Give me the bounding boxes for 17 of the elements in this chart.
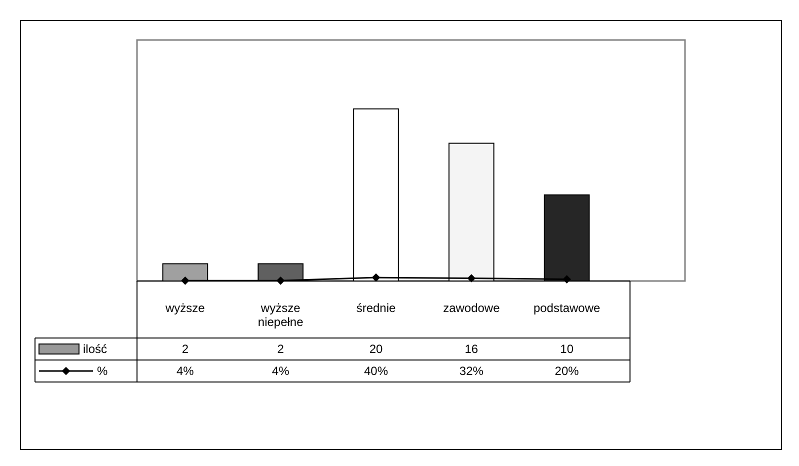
x-tick-label: wyższe	[164, 301, 206, 315]
x-tick-label: podstawowe	[533, 301, 600, 315]
data-label: 2	[277, 342, 284, 356]
data-label: 40%	[364, 364, 388, 378]
legend-label: %	[97, 364, 108, 378]
x-tick-label: średnie	[356, 301, 396, 315]
data-label: 2	[182, 342, 189, 356]
data-label: 32%	[459, 364, 484, 378]
data-label: 20	[369, 342, 383, 356]
x-tick-label: zawodowe	[443, 301, 500, 315]
x-tick-label: wyższe niepełne	[258, 301, 304, 329]
legend-label: ilość	[83, 342, 108, 356]
data-label: 10	[560, 342, 574, 356]
data-label: 20%	[554, 364, 580, 378]
data-label: 4%	[176, 364, 194, 378]
data-label: 16	[464, 342, 478, 356]
data-label: 4%	[272, 364, 290, 378]
